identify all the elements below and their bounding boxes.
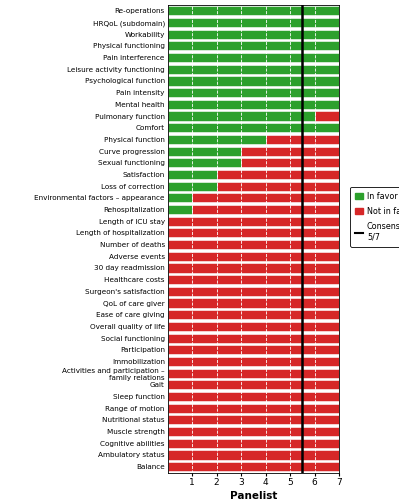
Bar — [168, 42, 339, 50]
Bar — [168, 310, 339, 320]
Bar — [241, 158, 339, 168]
X-axis label: Panelist: Panelist — [230, 491, 277, 500]
Bar — [168, 345, 339, 354]
Bar — [168, 88, 339, 97]
Bar — [168, 252, 339, 261]
Bar — [168, 64, 339, 74]
Bar — [217, 182, 339, 190]
Bar — [168, 123, 339, 132]
Bar — [168, 228, 339, 237]
Bar — [168, 135, 266, 144]
Bar — [168, 6, 339, 16]
Bar — [168, 240, 339, 249]
Bar — [168, 112, 315, 120]
Bar — [168, 18, 339, 27]
Bar — [168, 146, 241, 156]
Bar — [168, 438, 339, 448]
Bar — [168, 322, 339, 331]
Bar — [168, 182, 217, 190]
Bar — [168, 287, 339, 296]
Bar — [168, 298, 339, 308]
Bar — [266, 135, 339, 144]
Bar — [192, 194, 339, 202]
Bar — [168, 450, 339, 460]
Bar — [241, 146, 339, 156]
Bar — [168, 462, 339, 471]
Bar — [168, 275, 339, 284]
Bar — [168, 427, 339, 436]
Bar — [168, 334, 339, 342]
Bar — [168, 380, 339, 390]
Bar — [168, 392, 339, 401]
Bar — [168, 357, 339, 366]
Bar — [168, 194, 192, 202]
Legend: In favor, Not in favor, Consensus
5/7: In favor, Not in favor, Consensus 5/7 — [350, 186, 399, 246]
Bar — [168, 205, 192, 214]
Bar — [192, 205, 339, 214]
Bar — [217, 170, 339, 179]
Bar — [315, 112, 339, 120]
Bar — [168, 76, 339, 86]
Bar — [168, 416, 339, 424]
Bar — [168, 368, 339, 378]
Bar — [168, 100, 339, 109]
Bar — [168, 404, 339, 413]
Bar — [168, 158, 241, 168]
Bar — [168, 216, 339, 226]
Bar — [168, 170, 217, 179]
Bar — [168, 264, 339, 272]
Bar — [168, 30, 339, 39]
Bar — [168, 53, 339, 62]
